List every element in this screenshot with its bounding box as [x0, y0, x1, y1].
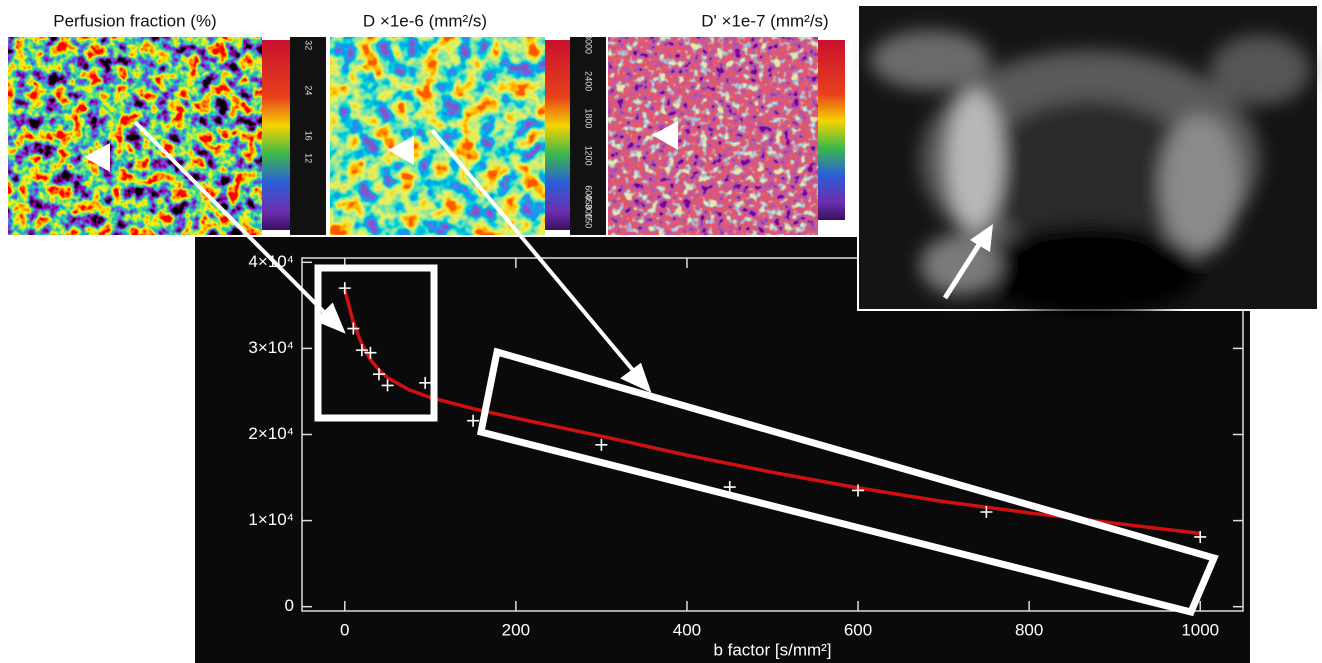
y-tick-label: 1×10⁴ [248, 510, 294, 529]
data-point [595, 438, 608, 451]
colorbar-label: 16 [304, 131, 314, 141]
colorbar-label: 150 [584, 213, 594, 228]
colorbar-label: 450 [584, 195, 594, 210]
colorbar-label: 3000 [584, 34, 594, 54]
annotation-box [314, 264, 438, 422]
data-point [723, 481, 736, 494]
y-tick-label: 0 [285, 596, 294, 615]
data-point [347, 322, 360, 335]
data-point [338, 282, 351, 295]
x-tick-label: 1000 [1181, 620, 1219, 639]
colorbar-label: 1800 [584, 108, 594, 128]
colorbar-label: 32 [304, 40, 314, 50]
x-tick-label: 200 [502, 620, 530, 639]
x-axis-label: b factor [s/mm²] [713, 640, 831, 659]
annotation-box [476, 347, 1219, 617]
colorbar-label: 600 [584, 185, 594, 200]
y-tick-label: 2×10⁴ [248, 424, 294, 443]
colorbar-strip [290, 37, 326, 235]
x-tick-label: 0 [340, 620, 349, 639]
map-image [608, 37, 818, 235]
data-point [381, 379, 394, 392]
map-panel [330, 37, 606, 235]
data-point [852, 484, 865, 497]
map-title: D' ×1e-7 (mm²/s) [701, 11, 828, 30]
arrowhead [652, 121, 678, 150]
colorbar-label: 2400 [584, 71, 594, 91]
colorbar [262, 40, 290, 230]
colorbar-label: 12 [304, 153, 314, 163]
colorbar-strip [570, 37, 606, 235]
arrow [133, 120, 652, 393]
data-point [372, 368, 385, 381]
colorbar [545, 40, 570, 230]
map-image [8, 37, 262, 235]
fit-curve [343, 289, 1201, 536]
plot: 01×10⁴2×10⁴3×10⁴4×10⁴02004006008001000b … [248, 252, 1244, 659]
y-tick-label: 3×10⁴ [248, 338, 294, 357]
map-title: Perfusion fraction (%) [53, 11, 216, 30]
arrowhead [388, 136, 414, 165]
data-point [980, 505, 993, 518]
mri-image [857, 4, 1319, 315]
data-point [1194, 530, 1207, 543]
colorbar-label: 1200 [584, 146, 594, 166]
map-title: D ×1e-6 (mm²/s) [363, 11, 487, 30]
colorbar [818, 40, 845, 220]
x-tick-label: 400 [673, 620, 701, 639]
data-point [355, 344, 368, 357]
x-tick-label: 800 [1015, 620, 1043, 639]
colorbar-label: 300 [584, 204, 594, 219]
x-tick-label: 600 [844, 620, 872, 639]
data-point [467, 414, 480, 427]
colorbar-label: 24 [304, 85, 314, 95]
data-point [364, 346, 377, 359]
map-panel [8, 37, 326, 235]
arrowhead [84, 143, 110, 172]
map-panel [608, 37, 845, 235]
data-point [419, 376, 432, 389]
